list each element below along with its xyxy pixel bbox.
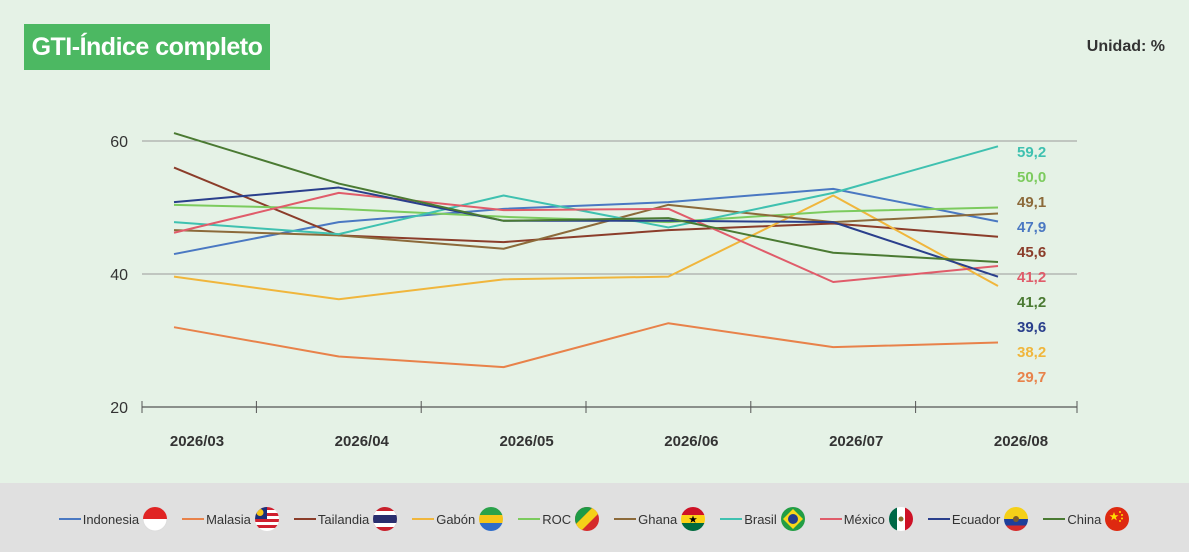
- legend-label: Tailandia: [317, 511, 370, 527]
- legend-item-malasia: Malasia: [182, 506, 280, 532]
- end-value-label: 41,2: [1017, 269, 1046, 286]
- x-tick-label: 2026/06: [664, 433, 718, 450]
- roc-flag-icon: [575, 507, 600, 531]
- chart-legend: Indonesia Malasia Tailandia Gabón ROC Ghana Br…: [0, 503, 1189, 535]
- legend-item-tailandia: Tailandia: [293, 506, 398, 532]
- legend-item-méxico: México: [819, 506, 914, 532]
- legend-item-roc: ROC: [518, 506, 600, 532]
- legend-label: China: [1067, 511, 1102, 527]
- legend-item-china: China: [1043, 506, 1130, 532]
- y-tick-label: 60: [110, 134, 128, 151]
- unit-label: Unidad: %: [1086, 38, 1165, 55]
- legend-swatch: [412, 518, 435, 520]
- series-line-indonesia: [173, 187, 999, 256]
- x-tick-label: 2026/08: [994, 433, 1048, 450]
- legend-label: México: [843, 511, 885, 527]
- end-value-label: 50,0: [1017, 169, 1046, 186]
- series-line-brasil: [173, 145, 999, 236]
- y-tick-label: 40: [110, 267, 128, 284]
- y-tick-label: 20: [110, 400, 128, 417]
- legend-item-gabón: Gabón: [412, 506, 504, 532]
- legend-item-ecuador: Ecuador: [927, 506, 1029, 532]
- legend-swatch: [720, 518, 743, 520]
- x-tick-label: 2026/05: [499, 433, 553, 450]
- line-chart: 20 40 60 2026/03 2026/04 2026/05 2026/06 2026/0…: [110, 132, 1078, 450]
- mexico-flag-icon: [888, 507, 913, 531]
- end-value-label: 38,2: [1017, 344, 1046, 361]
- series-line-méxico: [173, 191, 999, 283]
- legend-label: Brasil: [744, 511, 777, 527]
- legend-label: ROC: [542, 511, 572, 527]
- end-value-label: 29,7: [1017, 369, 1046, 386]
- end-value-label: 41,2: [1017, 294, 1046, 311]
- end-value-label: 39,6: [1017, 319, 1046, 336]
- series-line-ghana: [173, 203, 999, 250]
- ecuador-flag-icon: [1004, 507, 1029, 531]
- legend-label: Indonesia: [82, 511, 140, 527]
- legend-item-brasil: Brasil: [720, 506, 806, 532]
- legend-label: Ghana: [638, 511, 678, 527]
- ghana-flag-icon: [681, 507, 706, 531]
- end-value-label: 47,9: [1017, 219, 1046, 236]
- chart-title: GTI-Índice completo: [24, 24, 270, 70]
- legend-item-indonesia: Indonesia: [58, 506, 168, 532]
- x-tick-label: 2026/03: [170, 433, 224, 450]
- legend-label: Malasia: [206, 511, 251, 527]
- series-line-malasia: [173, 322, 999, 369]
- legend-swatch: [1043, 518, 1066, 520]
- end-value-label: 45,6: [1017, 244, 1046, 261]
- legend-item-ghana: Ghana: [614, 506, 706, 532]
- x-tick-label: 2026/07: [829, 433, 883, 450]
- x-tick-label: 2026/04: [335, 433, 390, 450]
- end-value-label: 49,1: [1017, 194, 1046, 211]
- china-flag-icon: [1105, 507, 1130, 531]
- legend-swatch: [819, 518, 842, 520]
- series-line-china: [173, 132, 999, 264]
- indonesia-flag-icon: [142, 506, 168, 532]
- legend-label: Gabón: [436, 511, 476, 527]
- legend-swatch: [518, 518, 541, 520]
- series-line-tailandia: [173, 166, 999, 244]
- series-line-ecuador: [173, 186, 999, 278]
- gabon-flag-icon: [479, 507, 504, 531]
- end-value-label: 59,2: [1017, 144, 1046, 161]
- legend-swatch: [927, 518, 950, 520]
- legend-swatch: [182, 518, 205, 520]
- malaysia-flag-icon: [254, 507, 279, 531]
- brazil-flag-icon: [780, 507, 805, 531]
- thailand-flag-icon: [373, 507, 398, 531]
- legend-swatch: [58, 518, 81, 520]
- legend-swatch: [293, 518, 316, 520]
- legend-label: Ecuador: [951, 511, 1001, 527]
- legend-swatch: [614, 518, 637, 520]
